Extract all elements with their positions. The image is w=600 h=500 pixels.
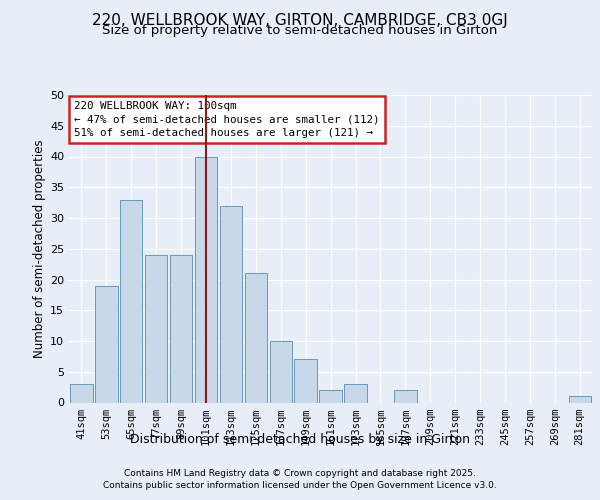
Bar — [195, 156, 217, 402]
Bar — [245, 274, 267, 402]
Bar — [344, 384, 367, 402]
Text: Contains public sector information licensed under the Open Government Licence v3: Contains public sector information licen… — [103, 481, 497, 490]
Bar — [145, 255, 167, 402]
Text: Distribution of semi-detached houses by size in Girton: Distribution of semi-detached houses by … — [130, 432, 470, 446]
Bar — [394, 390, 416, 402]
Bar — [120, 200, 142, 402]
Y-axis label: Number of semi-detached properties: Number of semi-detached properties — [33, 140, 46, 358]
Text: 220 WELLBROOK WAY: 100sqm
← 47% of semi-detached houses are smaller (112)
51% of: 220 WELLBROOK WAY: 100sqm ← 47% of semi-… — [74, 101, 380, 138]
Bar — [220, 206, 242, 402]
Bar — [569, 396, 591, 402]
Bar — [95, 286, 118, 403]
Text: Size of property relative to semi-detached houses in Girton: Size of property relative to semi-detach… — [103, 24, 497, 37]
Bar — [269, 341, 292, 402]
Bar — [319, 390, 342, 402]
Text: 220, WELLBROOK WAY, GIRTON, CAMBRIDGE, CB3 0GJ: 220, WELLBROOK WAY, GIRTON, CAMBRIDGE, C… — [92, 12, 508, 28]
Bar — [295, 360, 317, 403]
Bar — [70, 384, 92, 402]
Bar — [170, 255, 193, 402]
Text: Contains HM Land Registry data © Crown copyright and database right 2025.: Contains HM Land Registry data © Crown c… — [124, 469, 476, 478]
